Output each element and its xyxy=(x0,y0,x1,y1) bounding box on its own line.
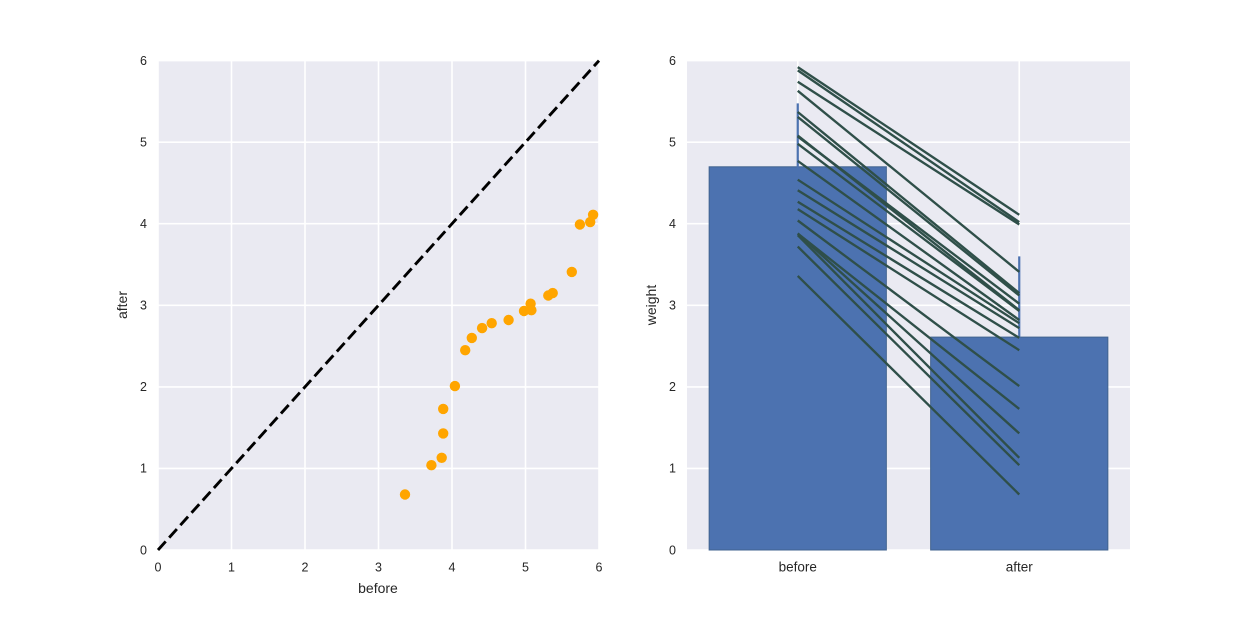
svg-text:5: 5 xyxy=(140,136,147,150)
svg-text:before: before xyxy=(358,580,398,596)
svg-text:1: 1 xyxy=(140,462,147,476)
svg-text:3: 3 xyxy=(375,561,382,575)
svg-text:3: 3 xyxy=(140,299,147,313)
svg-text:2: 2 xyxy=(302,561,309,575)
svg-text:1: 1 xyxy=(228,561,235,575)
svg-text:5: 5 xyxy=(669,136,676,150)
svg-text:6: 6 xyxy=(140,54,147,68)
svg-text:before: before xyxy=(779,560,817,575)
svg-text:4: 4 xyxy=(669,217,676,231)
svg-text:2: 2 xyxy=(669,380,676,394)
svg-text:6: 6 xyxy=(596,561,603,575)
svg-text:1: 1 xyxy=(669,462,676,476)
svg-text:after: after xyxy=(1006,560,1034,575)
svg-text:0: 0 xyxy=(140,543,147,557)
svg-text:4: 4 xyxy=(140,217,147,231)
svg-text:5: 5 xyxy=(522,561,529,575)
svg-text:2: 2 xyxy=(140,380,147,394)
svg-text:0: 0 xyxy=(669,543,676,557)
svg-text:0: 0 xyxy=(155,561,162,575)
svg-text:6: 6 xyxy=(669,54,676,68)
svg-text:3: 3 xyxy=(669,299,676,313)
svg-text:after: after xyxy=(114,291,130,319)
svg-text:weight: weight xyxy=(643,285,659,327)
svg-text:4: 4 xyxy=(449,561,456,575)
